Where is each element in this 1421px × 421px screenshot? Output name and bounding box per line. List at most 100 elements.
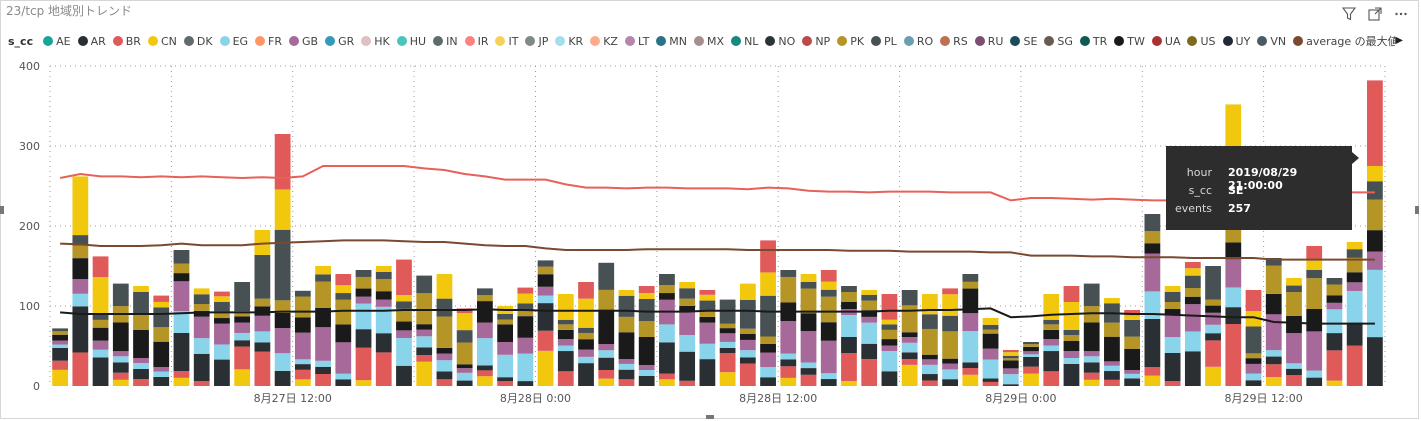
bar-segment[interactable] [921, 380, 938, 386]
bar-segment[interactable] [112, 322, 129, 352]
bar-segment[interactable] [760, 343, 776, 353]
bar-segment[interactable] [1144, 253, 1161, 292]
bar-segment[interactable] [942, 369, 959, 380]
legend-item[interactable]: LT [624, 35, 649, 48]
bar-segment[interactable] [1286, 315, 1302, 334]
bar-stack[interactable] [1083, 283, 1100, 386]
bar-segment[interactable] [133, 330, 149, 358]
bar-segment[interactable] [72, 176, 89, 236]
bar-segment[interactable] [1063, 358, 1080, 364]
bar-segment[interactable] [1023, 351, 1039, 355]
bar-stack[interactable] [557, 294, 574, 386]
bar-stack[interactable] [901, 290, 918, 386]
bar-stack[interactable] [1104, 298, 1120, 386]
bar-stack[interactable] [861, 290, 878, 386]
bar-segment[interactable] [1124, 378, 1141, 386]
bar-segment[interactable] [901, 337, 918, 343]
bar-segment[interactable] [1083, 306, 1100, 323]
bar-segment[interactable] [1286, 285, 1302, 293]
bar-segment[interactable] [355, 288, 372, 297]
bar-segment[interactable] [598, 369, 615, 379]
bar-segment[interactable] [982, 348, 999, 360]
bar-segment[interactable] [1164, 381, 1181, 386]
bar-segment[interactable] [1326, 302, 1343, 310]
bar-segment[interactable] [1164, 292, 1181, 302]
bar-segment[interactable] [557, 319, 574, 325]
bar-segment[interactable] [1286, 375, 1302, 386]
bar-segment[interactable] [1043, 345, 1060, 352]
bar-segment[interactable] [901, 290, 918, 306]
bar-segment[interactable] [820, 281, 837, 290]
bar-segment[interactable] [841, 353, 857, 381]
bar-segment[interactable] [638, 321, 655, 337]
bar-segment[interactable] [1063, 286, 1080, 302]
bar-stack[interactable] [214, 291, 230, 386]
bar-segment[interactable] [1063, 335, 1080, 341]
bar-segment[interactable] [173, 273, 190, 282]
focus-mode-icon[interactable] [1367, 6, 1383, 22]
bar-segment[interactable] [780, 270, 797, 277]
bar-segment[interactable] [214, 291, 230, 297]
bar-segment[interactable] [72, 352, 89, 386]
bar-segment[interactable] [618, 359, 635, 364]
bar-segment[interactable] [497, 324, 514, 342]
bar-segment[interactable] [962, 281, 979, 289]
bar-segment[interactable] [618, 363, 635, 370]
bar-segment[interactable] [1184, 351, 1201, 386]
bar-segment[interactable] [760, 352, 776, 368]
bar-segment[interactable] [294, 359, 311, 365]
legend-item[interactable]: NO [765, 35, 795, 48]
bar-segment[interactable] [679, 288, 696, 299]
bar-segment[interactable] [719, 333, 736, 342]
bar-stack[interactable] [52, 328, 69, 386]
bar-segment[interactable] [557, 339, 574, 346]
bar-stack[interactable] [254, 230, 271, 386]
bar-segment[interactable] [133, 369, 149, 379]
bar-stack[interactable] [1346, 242, 1363, 386]
bar-stack[interactable] [1124, 310, 1141, 386]
bar-segment[interactable] [1083, 322, 1100, 352]
bar-segment[interactable] [214, 323, 230, 345]
bar-segment[interactable] [416, 293, 433, 325]
bar-segment[interactable] [193, 304, 210, 311]
bar-segment[interactable] [456, 364, 473, 369]
bar-segment[interactable] [1366, 165, 1383, 182]
bar-segment[interactable] [153, 295, 170, 302]
bar-segment[interactable] [1184, 331, 1201, 352]
bar-stack[interactable] [942, 288, 959, 386]
bar-segment[interactable] [1306, 370, 1323, 378]
bar-segment[interactable] [497, 319, 514, 325]
bar-segment[interactable] [517, 316, 534, 338]
bar-segment[interactable] [841, 381, 857, 386]
bar-stack[interactable] [780, 270, 797, 386]
bar-segment[interactable] [942, 331, 959, 359]
bar-stack[interactable] [153, 295, 170, 386]
bar-stack[interactable] [760, 240, 776, 386]
bar-segment[interactable] [112, 356, 129, 363]
bar-segment[interactable] [638, 370, 655, 376]
bar-segment[interactable] [1124, 373, 1141, 379]
bar-segment[interactable] [234, 282, 251, 312]
bar-segment[interactable] [1366, 80, 1383, 166]
bar-segment[interactable] [881, 351, 898, 372]
bar-segment[interactable] [1184, 288, 1201, 297]
bar-segment[interactable] [962, 288, 979, 314]
bar-segment[interactable] [1245, 358, 1262, 364]
bar-segment[interactable] [375, 299, 392, 307]
bar-segment[interactable] [476, 365, 493, 371]
bar-segment[interactable] [1184, 262, 1201, 269]
bar-segment[interactable] [1023, 356, 1039, 367]
legend-item[interactable]: PK [837, 35, 864, 48]
bar-segment[interactable] [1023, 342, 1039, 345]
bar-segment[interactable] [1306, 309, 1323, 332]
bar-segment[interactable] [173, 311, 190, 333]
bar-segment[interactable] [598, 289, 615, 310]
bar-segment[interactable] [335, 274, 352, 286]
bar-stack[interactable] [436, 274, 453, 386]
bar-segment[interactable] [476, 322, 493, 339]
bar-segment[interactable] [375, 291, 392, 300]
bar-stack[interactable] [1063, 286, 1080, 386]
bar-segment[interactable] [1326, 278, 1343, 285]
bar-segment[interactable] [982, 324, 999, 330]
bar-segment[interactable] [517, 310, 534, 317]
